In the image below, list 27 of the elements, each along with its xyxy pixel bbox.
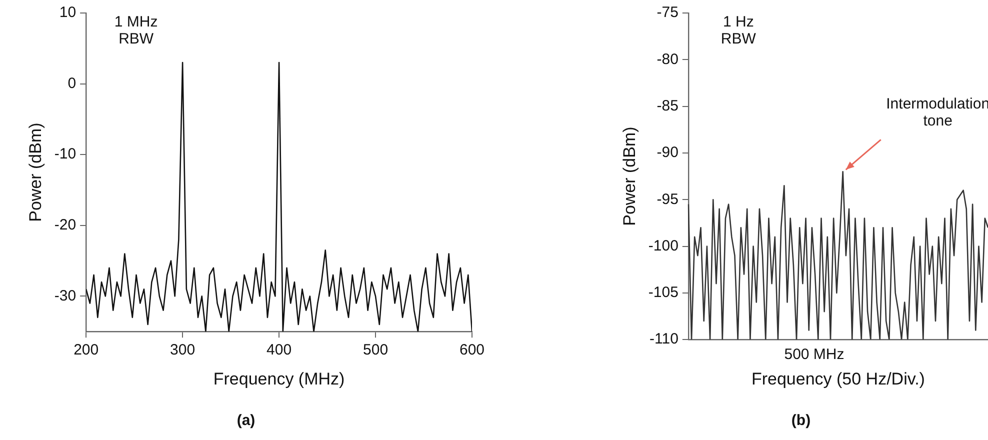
x-axis-title: Frequency (50 Hz/Div.)	[751, 369, 925, 388]
y-tick-label: -100	[648, 237, 678, 254]
y-tick-label: -30	[54, 287, 76, 304]
y-tick-label: -10	[54, 146, 76, 163]
x-tick-label: 200	[74, 342, 99, 359]
y-axis-title: Power (dBm)	[620, 126, 639, 226]
y-axis-title: Power (dBm)	[26, 122, 45, 222]
y-tick-label: 0	[68, 74, 76, 92]
y-tick-label: -75	[656, 4, 678, 22]
text: (b)	[791, 412, 811, 430]
y-tick-label: -95	[656, 190, 678, 208]
annotation: 1 Hz RBW	[720, 14, 757, 48]
x-tick-label: 600	[459, 342, 485, 359]
x-tick-label: 300	[170, 342, 196, 359]
x-tick-label: 400	[266, 342, 292, 359]
y-tick-label: -80	[656, 50, 678, 68]
y-tick-label: -20	[54, 216, 76, 234]
y-tick-label: -105	[648, 284, 678, 302]
x-tick-label: 500	[363, 342, 388, 359]
x-axis-title: Frequency (MHz)	[213, 369, 345, 388]
y-tick-label: 10	[59, 4, 76, 22]
text: 500 MHz	[784, 346, 844, 364]
annotation: 1 MHz RBW	[114, 14, 158, 48]
y-tick-label: -110	[650, 330, 678, 348]
text: (a)	[236, 412, 256, 430]
y-tick-label: -90	[656, 144, 678, 162]
y-tick-label: -85	[656, 97, 678, 114]
